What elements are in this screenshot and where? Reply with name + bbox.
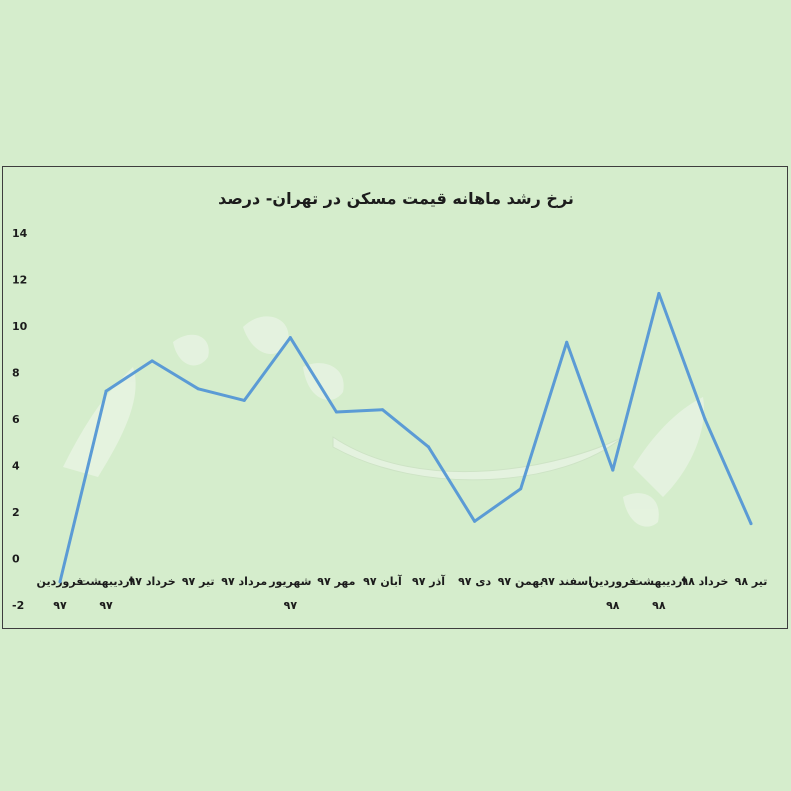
x-tick-label-year: ۹۸: [606, 599, 620, 612]
x-tick-label: خرداد ۹۸: [681, 575, 728, 588]
data-point: [703, 417, 707, 421]
data-point: [150, 359, 154, 363]
plot-area: [58, 291, 753, 584]
data-point: [519, 487, 523, 491]
data-point: [104, 389, 108, 393]
data-point: [380, 408, 384, 412]
y-tick-label: 8: [12, 367, 20, 380]
chart-title: نرخ رشد ماهانه قیمت مسکن در تهران- درصد: [218, 189, 574, 208]
series-line: [58, 291, 753, 584]
data-point: [58, 580, 62, 584]
data-point: [473, 519, 477, 523]
data-point: [749, 522, 753, 526]
x-axis: فروردین ۹۷ اردیبهشت ۹۷ خرداد ۹۷ تیر ۹۷ مرداد ۹…: [37, 574, 768, 612]
chart-frame: نرخ رشد ماهانه قیمت مسکن در تهران- درصد …: [2, 166, 788, 629]
data-point: [565, 340, 569, 344]
x-tick-label: مرداد ۹۷: [221, 575, 267, 588]
data-point: [657, 291, 661, 295]
y-tick-label: 0: [12, 553, 20, 566]
y-tick-label: 6: [12, 413, 20, 426]
y-axis: 14 12 10 8 6 4 2 0 -2: [12, 227, 28, 612]
x-tick-label: دی ۹۷: [458, 575, 491, 588]
y-tick-label: 10: [12, 320, 28, 333]
x-tick-label-year: ۹۷: [53, 599, 67, 612]
x-tick-label-year: ۹۷: [284, 599, 298, 612]
x-tick-label: مهر ۹۷: [317, 575, 355, 588]
x-tick-label: اردیبهشت: [632, 575, 686, 588]
data-point: [427, 445, 431, 449]
y-tick-label: 2: [12, 506, 20, 519]
x-tick-label-year: ۹۷: [99, 599, 113, 612]
data-point: [288, 336, 292, 340]
data-point: [242, 398, 246, 402]
x-tick-label: آذر ۹۷: [412, 574, 445, 588]
x-tick-label: فروردین: [589, 575, 636, 588]
x-tick-label: تیر ۹۷: [182, 575, 215, 588]
x-tick-label: اسفند ۹۷: [541, 575, 592, 588]
x-tick-label: خرداد ۹۷: [129, 575, 176, 588]
x-tick-label: اردیبهشت: [79, 575, 133, 588]
watermark-logo: [63, 316, 704, 527]
data-point: [196, 387, 200, 391]
y-tick-label: 14: [12, 227, 28, 240]
x-tick-label: شهریور: [268, 575, 311, 588]
y-tick-label: 4: [12, 460, 20, 473]
x-tick-label-year: ۹۸: [652, 599, 666, 612]
y-tick-label: -2: [12, 599, 24, 612]
data-point: [334, 410, 338, 414]
x-tick-label: آبان ۹۷: [363, 574, 402, 588]
y-tick-label: 12: [12, 274, 27, 287]
x-tick-label: تیر ۹۸: [735, 575, 768, 588]
data-point: [611, 468, 615, 472]
x-tick-label: بهمن ۹۷: [498, 575, 544, 588]
line-chart: نرخ رشد ماهانه قیمت مسکن در تهران- درصد …: [12, 189, 768, 612]
